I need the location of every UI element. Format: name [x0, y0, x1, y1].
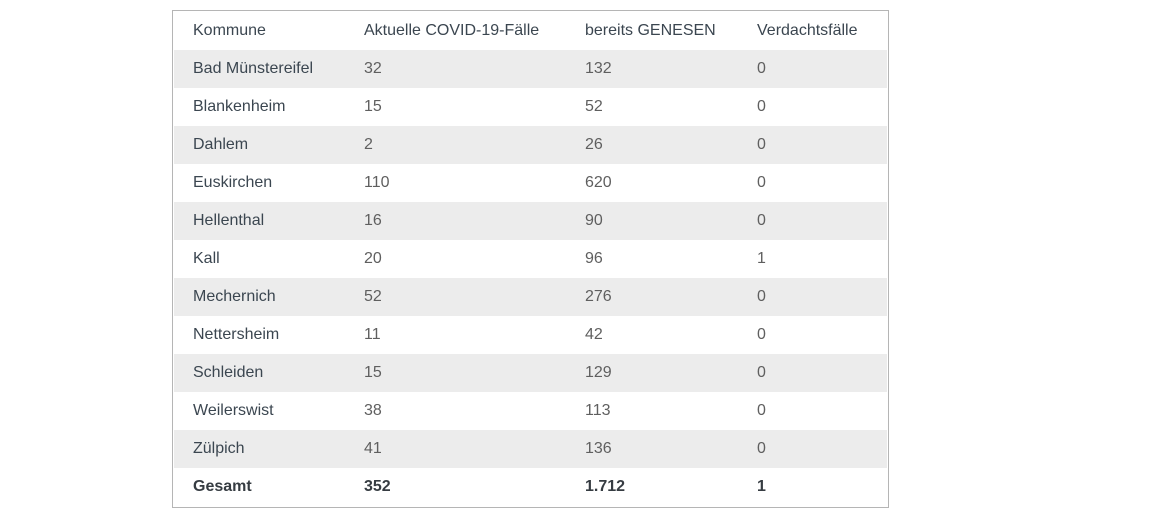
column-header-verdachtsfaelle: Verdachtsfälle [738, 12, 887, 50]
kommune-name-cell: Gesamt [174, 468, 345, 506]
aktuelle-faelle-cell: 32 [345, 50, 566, 88]
kommune-name-cell: Blankenheim [174, 88, 345, 126]
kommune-name-cell: Hellenthal [174, 202, 345, 240]
column-header-kommune: Kommune [174, 12, 345, 50]
aktuelle-faelle-cell: 11 [345, 316, 566, 354]
genesen-cell: 52 [566, 88, 738, 126]
aktuelle-faelle-cell: 2 [345, 126, 566, 164]
verdachtsfaelle-cell: 0 [738, 392, 887, 430]
aktuelle-faelle-cell: 41 [345, 430, 566, 468]
verdachtsfaelle-cell: 0 [738, 430, 887, 468]
kommune-name-cell: Schleiden [174, 354, 345, 392]
kommune-name-cell: Zülpich [174, 430, 345, 468]
genesen-cell: 132 [566, 50, 738, 88]
verdachtsfaelle-cell: 1 [738, 468, 887, 506]
aktuelle-faelle-cell: 15 [345, 88, 566, 126]
genesen-cell: 276 [566, 278, 738, 316]
row-nettersheim: Nettersheim 11 42 0 [174, 316, 887, 354]
row-blankenheim: Blankenheim 15 52 0 [174, 88, 887, 126]
kommune-name-cell: Bad Münstereifel [174, 50, 345, 88]
row-mechernich: Mechernich 52 276 0 [174, 278, 887, 316]
aktuelle-faelle-cell: 16 [345, 202, 566, 240]
kommune-name-cell: Nettersheim [174, 316, 345, 354]
genesen-cell: 96 [566, 240, 738, 278]
kommune-name-cell: Kall [174, 240, 345, 278]
row-gesamt-total: Gesamt 352 1.712 1 [174, 468, 887, 506]
kommune-name-cell: Weilerswist [174, 392, 345, 430]
verdachtsfaelle-cell: 0 [738, 316, 887, 354]
aktuelle-faelle-cell: 20 [345, 240, 566, 278]
aktuelle-faelle-cell: 52 [345, 278, 566, 316]
table-header-row: Kommune Aktuelle COVID-19-Fälle bereits … [174, 12, 887, 50]
kommune-name-cell: Mechernich [174, 278, 345, 316]
genesen-cell: 136 [566, 430, 738, 468]
aktuelle-faelle-cell: 352 [345, 468, 566, 506]
row-euskirchen: Euskirchen 110 620 0 [174, 164, 887, 202]
verdachtsfaelle-cell: 0 [738, 126, 887, 164]
genesen-cell: 26 [566, 126, 738, 164]
verdachtsfaelle-cell: 0 [738, 354, 887, 392]
column-header-aktuelle-faelle: Aktuelle COVID-19-Fälle [345, 12, 566, 50]
kommune-name-cell: Euskirchen [174, 164, 345, 202]
aktuelle-faelle-cell: 38 [345, 392, 566, 430]
verdachtsfaelle-cell: 0 [738, 88, 887, 126]
covid-cases-table: Kommune Aktuelle COVID-19-Fälle bereits … [174, 12, 887, 506]
row-schleiden: Schleiden 15 129 0 [174, 354, 887, 392]
row-dahlem: Dahlem 2 26 0 [174, 126, 887, 164]
covid-table-container: Kommune Aktuelle COVID-19-Fälle bereits … [172, 10, 889, 508]
verdachtsfaelle-cell: 1 [738, 240, 887, 278]
verdachtsfaelle-cell: 0 [738, 164, 887, 202]
genesen-cell: 42 [566, 316, 738, 354]
genesen-cell: 90 [566, 202, 738, 240]
aktuelle-faelle-cell: 15 [345, 354, 566, 392]
genesen-cell: 129 [566, 354, 738, 392]
verdachtsfaelle-cell: 0 [738, 278, 887, 316]
row-hellenthal: Hellenthal 16 90 0 [174, 202, 887, 240]
genesen-cell: 113 [566, 392, 738, 430]
verdachtsfaelle-cell: 0 [738, 202, 887, 240]
genesen-cell: 1.712 [566, 468, 738, 506]
row-zuelpich: Zülpich 41 136 0 [174, 430, 887, 468]
row-bad-muenstereifel: Bad Münstereifel 32 132 0 [174, 50, 887, 88]
row-weilerswist: Weilerswist 38 113 0 [174, 392, 887, 430]
aktuelle-faelle-cell: 110 [345, 164, 566, 202]
verdachtsfaelle-cell: 0 [738, 50, 887, 88]
kommune-name-cell: Dahlem [174, 126, 345, 164]
column-header-bereits-genesen: bereits GENESEN [566, 12, 738, 50]
row-kall: Kall 20 96 1 [174, 240, 887, 278]
genesen-cell: 620 [566, 164, 738, 202]
